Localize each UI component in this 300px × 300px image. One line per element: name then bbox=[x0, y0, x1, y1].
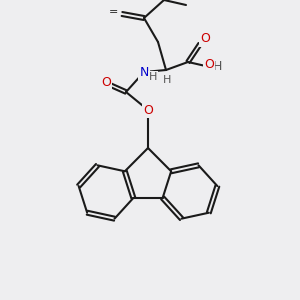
Text: O: O bbox=[200, 32, 210, 46]
Text: H: H bbox=[212, 61, 222, 74]
Text: =: = bbox=[109, 7, 119, 17]
Text: O: O bbox=[101, 76, 111, 88]
Text: N: N bbox=[139, 65, 149, 79]
Text: O: O bbox=[143, 103, 153, 116]
Text: H: H bbox=[163, 75, 171, 85]
Text: O: O bbox=[204, 58, 214, 71]
Text: H: H bbox=[149, 72, 157, 82]
